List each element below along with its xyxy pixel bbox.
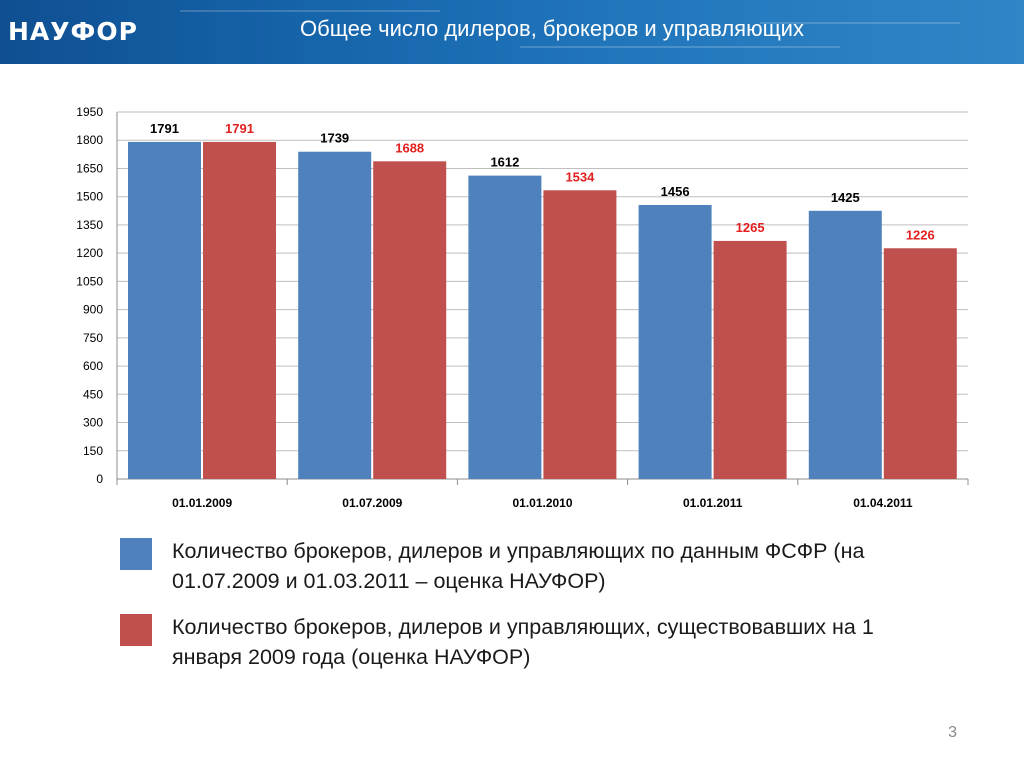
legend-label-red: Количество брокеров, дилеров и управляющ…	[172, 615, 874, 669]
y-tick-label: 900	[83, 303, 103, 317]
data-label: 1265	[736, 220, 765, 235]
bar	[883, 248, 957, 479]
data-label: 1425	[831, 190, 860, 205]
data-label: 1791	[225, 121, 254, 136]
page-number: 3	[948, 724, 957, 741]
x-tick-label: 01.01.2010	[512, 496, 572, 510]
slide-header: НАУФОР Общее число дилеров, брокеров и у…	[0, 0, 1024, 64]
y-tick-label: 1650	[76, 161, 103, 175]
y-tick-label: 1050	[76, 274, 103, 288]
y-tick-label: 450	[83, 387, 103, 401]
x-tick-label: 01.07.2009	[342, 496, 402, 510]
legend-swatch-red	[120, 614, 152, 646]
x-tick-label: 01.01.2011	[683, 496, 743, 510]
bar-chart: 0 150 300 450 600 750 900 1050 1200 1350 1500 1650 1…	[76, 105, 969, 510]
y-tick-label: 750	[83, 331, 103, 345]
bar	[638, 204, 712, 479]
data-label: 1226	[906, 227, 935, 242]
y-tick-label: 0	[96, 472, 103, 486]
data-label: 1534	[565, 169, 595, 184]
y-tick-label: 600	[83, 359, 103, 373]
legend-swatch-blue	[120, 538, 152, 570]
data-label: 1739	[320, 131, 349, 146]
data-label: 1688	[395, 140, 424, 155]
y-tick-label: 150	[83, 444, 103, 458]
bar	[373, 161, 447, 479]
legend-label-blue: Количество брокеров, дилеров и управляющ…	[172, 539, 865, 593]
y-tick-label: 1350	[76, 218, 103, 232]
slide-title: Общее число дилеров, брокеров и управляю…	[300, 16, 804, 41]
data-label: 1456	[661, 184, 690, 199]
data-label: 1791	[150, 121, 179, 136]
bar	[298, 151, 372, 479]
legend-item-red: Количество брокеров, дилеров и управляющ…	[120, 612, 912, 672]
bar	[713, 240, 787, 479]
bar	[203, 141, 276, 479]
naufor-logo: НАУФОР	[8, 16, 138, 46]
y-tick-label: 1950	[76, 105, 103, 119]
data-label: 1612	[490, 155, 519, 170]
bar	[808, 210, 882, 480]
x-tick-label: 01.01.2009	[172, 496, 232, 510]
y-tick-label: 1800	[76, 133, 103, 147]
y-tick-label: 1500	[76, 190, 103, 204]
y-tick-label: 1200	[76, 246, 103, 260]
y-tick-label: 300	[83, 416, 103, 430]
x-tick-label: 01.04.2011	[853, 496, 913, 510]
bar	[468, 175, 542, 479]
bar	[128, 141, 201, 479]
legend-item-blue: Количество брокеров, дилеров и управляющ…	[120, 536, 912, 596]
bar	[543, 190, 617, 479]
